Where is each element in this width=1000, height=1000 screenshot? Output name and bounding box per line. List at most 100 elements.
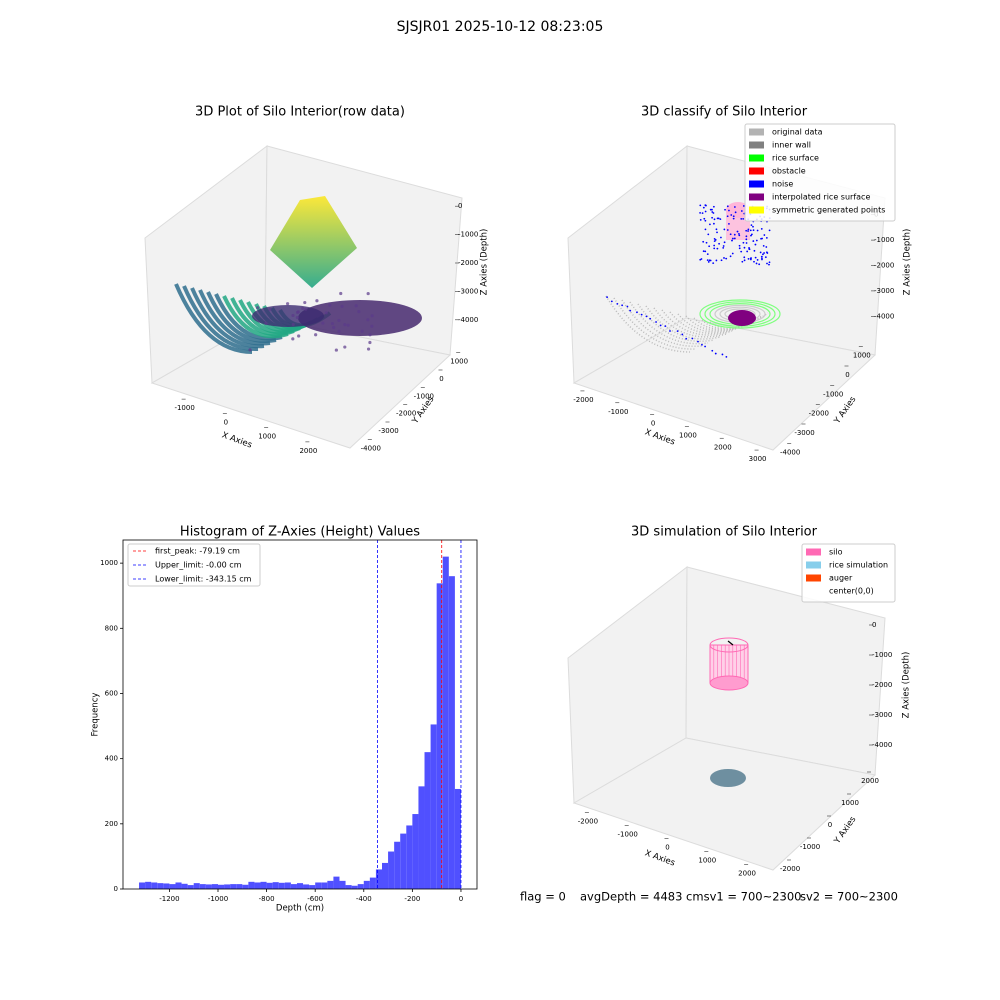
legend-box <box>127 543 261 587</box>
point-cloud <box>190 287 265 349</box>
point <box>707 261 710 263</box>
z-tick-label: -4000 <box>874 312 894 320</box>
z-axis-label: Z Axies (Depth) <box>903 229 913 296</box>
point <box>715 259 718 262</box>
bar <box>169 884 176 889</box>
point <box>713 222 715 225</box>
point <box>368 333 372 337</box>
point <box>759 251 762 254</box>
point <box>697 340 699 343</box>
point <box>713 247 716 250</box>
point <box>762 244 765 247</box>
point <box>669 330 671 332</box>
bar <box>382 862 389 889</box>
x-tick-label: 0 <box>459 895 463 903</box>
point-cloud <box>198 289 271 346</box>
legend-label: center(0,0) <box>829 587 874 596</box>
z-axis-label: Z Axies (Depth) <box>480 229 490 296</box>
point <box>756 259 759 261</box>
bar <box>375 869 383 889</box>
point <box>740 217 743 220</box>
point <box>753 249 756 252</box>
y-tick-label: 0 <box>845 371 849 379</box>
point <box>768 261 771 264</box>
point <box>606 296 609 299</box>
bar <box>363 880 370 889</box>
point <box>681 333 684 336</box>
legend-swatch <box>806 574 821 582</box>
x-tick-label: -2000 <box>578 818 598 826</box>
point <box>324 311 328 315</box>
x-tick-label: 0 <box>651 420 655 428</box>
point <box>723 241 726 244</box>
point <box>713 244 716 247</box>
point <box>726 205 729 208</box>
bar <box>309 885 316 889</box>
panel-title: 3D Plot of Silo Interior(row data) <box>195 105 405 120</box>
point-cloud <box>645 305 721 340</box>
point <box>765 236 768 239</box>
point <box>368 340 372 345</box>
x-tick-label: -1000 <box>174 404 194 412</box>
plot-frame <box>122 539 478 890</box>
point <box>758 263 761 266</box>
point <box>716 217 719 220</box>
legend-label: inner wall <box>772 141 811 150</box>
z-tick-label: 0 <box>458 202 462 210</box>
bar <box>296 883 304 889</box>
point <box>712 262 715 265</box>
z-tick-label: -4000 <box>872 741 892 749</box>
point <box>741 260 744 263</box>
x-tick-label: -800 <box>259 895 275 903</box>
point <box>732 217 735 220</box>
bar <box>199 884 206 889</box>
x-tick-label: 3000 <box>749 455 767 463</box>
point <box>303 300 307 305</box>
legend-swatch <box>749 193 764 201</box>
figure-title: SJSJR01 2025-10-12 08:23:05 <box>397 19 604 35</box>
point <box>301 306 305 311</box>
y-axis-label: Frequency <box>91 693 101 737</box>
legend-label: noise <box>772 180 793 189</box>
legend-swatch <box>749 128 764 136</box>
point <box>706 253 709 256</box>
point-cloud <box>605 295 691 353</box>
point <box>765 251 768 254</box>
point-cloud <box>704 301 776 327</box>
point <box>711 216 714 219</box>
point <box>703 217 706 220</box>
x-tick-label: 1000 <box>679 431 697 439</box>
point-cloud <box>677 313 745 333</box>
point <box>750 224 753 227</box>
point <box>328 303 332 307</box>
y-tick-label: -1000 <box>800 843 820 851</box>
point <box>738 232 740 235</box>
point <box>764 256 767 259</box>
x-tick-label: -400 <box>356 895 372 903</box>
x-tick-label: -1000 <box>618 831 638 839</box>
silo <box>709 675 749 691</box>
point-cloud <box>685 315 751 332</box>
legend-box <box>744 123 896 222</box>
point <box>708 245 711 248</box>
point <box>732 215 735 218</box>
point <box>755 239 758 242</box>
point <box>700 258 703 260</box>
point <box>763 234 766 236</box>
point <box>714 238 717 241</box>
point-cloud <box>669 311 739 335</box>
legend-swatch <box>806 561 821 569</box>
point-cloud <box>653 307 727 338</box>
point <box>636 311 638 314</box>
point <box>711 208 713 211</box>
z-tick-label: -2000 <box>872 681 892 689</box>
point <box>332 325 336 330</box>
y-tick-label: -3000 <box>378 427 398 435</box>
point <box>762 253 764 256</box>
point <box>655 321 657 323</box>
legend-label: silo <box>829 548 843 557</box>
x-tick-label: -1200 <box>159 895 179 903</box>
y-tick-label: 0 <box>114 885 118 893</box>
point <box>366 318 370 322</box>
point <box>754 256 757 259</box>
